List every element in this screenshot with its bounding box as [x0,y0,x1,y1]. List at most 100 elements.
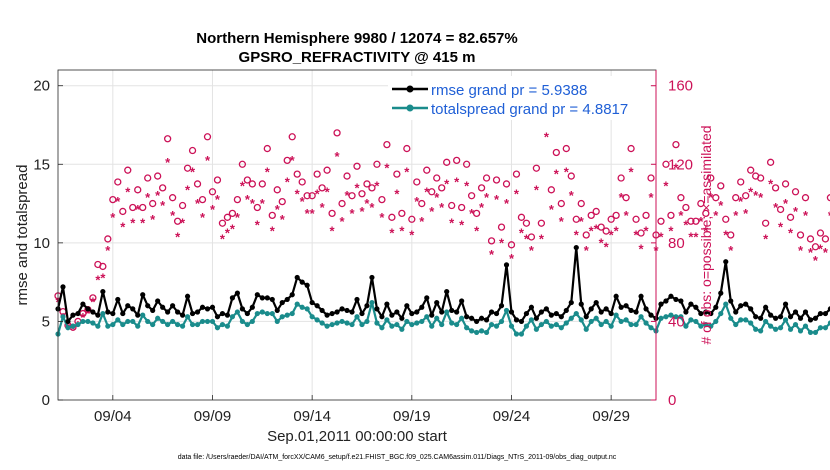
rmse-point [324,312,330,318]
rmse-point [314,303,320,309]
rmse-point [528,304,535,310]
totalspread-point [693,318,699,325]
obs-possible-point [727,231,735,239]
rmse-point [165,309,171,315]
totalspread-point [459,315,465,321]
obs-possible-point [188,146,197,155]
obs-assimilated-point: * [215,192,221,207]
obs-possible-point [293,170,301,178]
obs-assimilated-point: * [369,200,375,215]
obs-possible-point [298,178,306,186]
obs-assimilated-point: * [379,210,385,225]
obs-possible-point [502,180,511,188]
obs-assimilated-point: * [818,241,824,256]
rmse-point [568,299,574,306]
totalspread-point [244,321,250,328]
obs-possible-point [512,170,521,178]
obs-assimilated-point: * [250,196,256,211]
obs-assimilated-point: * [70,322,76,337]
rmse-point [638,293,644,299]
rmse-point [110,310,116,317]
totalspread-point [279,314,285,320]
obs-possible-point [522,219,531,227]
obs-possible-point [158,184,167,192]
obs-assimilated-point: * [574,228,580,243]
y-tick-label-left: 20 [33,78,50,95]
totalspread-point [797,328,804,334]
totalspread-point [60,314,66,320]
totalspread-point [110,321,116,328]
obs-possible-point [477,184,486,192]
obs-assimilated-point: * [549,202,555,217]
obs-possible-point [438,184,446,192]
rmse-point [648,312,654,318]
obs-assimilated-point: * [703,224,709,239]
totalspread-point [718,310,724,317]
rmse-point [523,310,530,317]
totalspread-point [763,318,769,325]
obs-possible-point [517,213,526,221]
obs-possible-point [333,129,341,137]
rmse-point [483,317,490,323]
rmse-point [429,312,435,318]
obs-assimilated-point: * [554,167,560,182]
totalspread-point [753,326,759,332]
totalspread-point [638,314,644,320]
rmse-point [618,304,624,310]
rmse-point [469,315,475,321]
rmse-point [553,310,559,317]
obs-assimilated-point: * [245,192,251,207]
legend-spread-label: totalspread grand pr = 4.8817 [431,101,628,118]
obs-possible-point [413,178,421,186]
obs-assimilated-point: * [409,228,415,243]
totalspread-point [728,315,734,321]
totalspread-point [344,320,350,326]
x-tick-label: 09/19 [393,408,431,425]
obs-assimilated-point: * [678,208,684,223]
totalspread-point [822,325,829,331]
obs-assimilated-point: * [349,206,355,221]
obs-assimilated-point: * [474,224,480,239]
obs-possible-point [737,178,745,186]
rmse-point [284,296,290,303]
axes: 09/04 09/09 09/14 09/19 09/24 09/29 0 5 10 15 20 0 4… [33,78,693,425]
obs-possible-point [527,233,536,241]
obs-assimilated-point: * [424,184,430,199]
obs-possible-point [288,133,296,141]
totalspread-point [189,321,196,328]
totalspread-point [548,323,554,329]
rmse-point [394,309,400,315]
rmse-point [723,259,729,265]
rmse-point [75,310,81,317]
obs-assimilated-point: * [629,165,635,180]
obs-possible-point [647,174,655,182]
obs-possible-point [547,186,555,194]
obs-possible-point [253,203,261,212]
rmse-point [658,301,664,307]
obs-possible-point [343,172,351,180]
obs-assimilated-point: * [160,198,166,213]
obs-assimilated-point: * [693,229,699,244]
totalspread-point [224,323,231,329]
obs-possible-point [178,201,187,210]
rmse-point [145,303,151,309]
obs-possible-point [757,174,765,182]
obs-possible-point [577,199,585,208]
obs-assimilated-point: * [354,180,360,195]
obs-assimilated-point: * [534,182,540,197]
y-tick-label-right: 120 [668,156,693,173]
rmse-point [299,279,305,285]
y-tick-label-left: 5 [42,313,50,330]
obs-assimilated-point: * [110,210,116,225]
rmse-point [533,315,540,321]
obs-possible-point [562,144,570,153]
totalspread-point [792,321,799,328]
rmse-point [588,306,594,312]
obs-possible-point [268,211,276,220]
rmse-point [399,315,405,321]
obs-possible-point [388,213,396,221]
obs-possible-point [273,186,281,194]
obs-assimilated-point: * [429,204,435,219]
obs-possible-point [472,209,481,218]
obs-assimilated-point: * [340,214,346,229]
